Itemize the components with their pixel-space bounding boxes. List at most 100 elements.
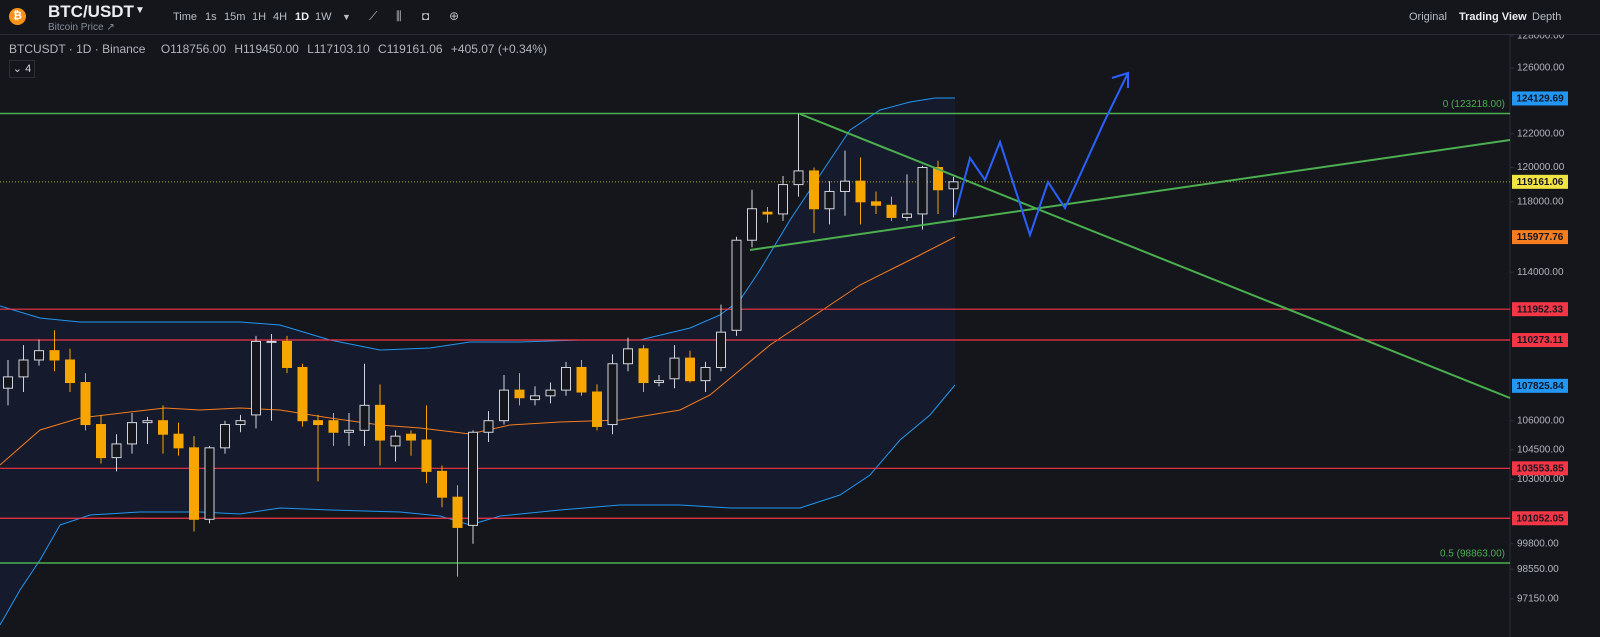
- candle-body: [421, 439, 432, 472]
- candle-body: [158, 420, 168, 435]
- y-tick-label: 128000.00: [1517, 30, 1565, 41]
- timeframe[interactable]: 1H: [252, 11, 267, 23]
- candle-body: [266, 340, 277, 343]
- bollinger-middle: [0, 236, 956, 466]
- screenshot-icon[interactable]: ◘: [422, 9, 430, 23]
- timeframe[interactable]: 1s: [205, 11, 217, 23]
- y-tick-label: 97150.00: [1517, 593, 1559, 604]
- price-label-box: [1512, 333, 1568, 348]
- candle-body: [685, 357, 695, 382]
- view-tab[interactable]: Trading View: [1459, 11, 1527, 23]
- candle-body: [127, 422, 137, 445]
- price-label-box: [1512, 302, 1568, 317]
- projection-arrowhead: [1111, 71, 1129, 88]
- candle-body: [375, 404, 385, 441]
- candle-body: [576, 366, 587, 393]
- price-label-box: [1512, 511, 1568, 526]
- candle-body: [251, 340, 261, 416]
- candle-body: [3, 376, 13, 389]
- view-tab[interactable]: Depth: [1532, 11, 1562, 23]
- candle-body: [344, 429, 354, 433]
- candle-body: [669, 357, 680, 380]
- timeframe[interactable]: 1D: [295, 11, 310, 23]
- candle-body: [840, 180, 850, 192]
- price-label: 107825.84: [1516, 381, 1564, 392]
- price-label: 110273.11: [1517, 335, 1564, 346]
- y-tick-label: 120000.00: [1517, 162, 1565, 173]
- trendline-up: [749, 139, 1511, 251]
- price-label: 115977.76: [1517, 232, 1564, 243]
- candle-body: [437, 470, 447, 498]
- candle-body: [948, 181, 959, 190]
- symbol-caret[interactable]: ▼: [135, 5, 145, 16]
- instrument: BTCUSDT · 1D · Binance: [9, 42, 146, 56]
- candle-body: [514, 389, 525, 399]
- candle-body: [933, 167, 943, 191]
- timeframe[interactable]: 4H: [273, 11, 288, 23]
- y-tick-label: 104500.00: [1517, 444, 1565, 455]
- candle-body: [65, 359, 75, 384]
- candle-body: [607, 363, 618, 426]
- indicator-count: 4: [25, 63, 32, 75]
- high: H119450.00: [234, 42, 299, 56]
- open: O118756.00: [160, 42, 226, 56]
- symbol[interactable]: BTC/USDT: [48, 2, 134, 21]
- close: C119161.06: [378, 42, 443, 56]
- candle-body: [809, 170, 819, 210]
- candle-body: [204, 447, 215, 520]
- candle-body: [902, 213, 912, 218]
- candle-body: [716, 331, 726, 368]
- y-tick-label: 99800.00: [1517, 538, 1559, 549]
- candle-body: [855, 180, 866, 203]
- timeframe[interactable]: Time: [173, 11, 198, 23]
- candle-body: [623, 348, 633, 365]
- price-label: 103553.85: [1516, 463, 1564, 474]
- candle-body: [34, 350, 44, 361]
- candle-body: [390, 435, 401, 447]
- candle-body: [313, 420, 323, 426]
- candle-body: [747, 208, 757, 241]
- price-label: 124129.69: [1516, 94, 1564, 105]
- toolbar: ₿ BTC/USDT ▼ Bitcoin Price ↗ Time 1s 15m 1H…: [0, 0, 1600, 35]
- price-label: 101052.05: [1516, 513, 1564, 524]
- y-tick-label: 103000.00: [1517, 474, 1565, 485]
- bollinger-fill: [0, 98, 955, 625]
- y-tick-label: 114000.00: [1517, 267, 1564, 278]
- view-tab[interactable]: Original: [1409, 11, 1447, 23]
- candle-body: [592, 391, 602, 427]
- candle-body: [96, 424, 106, 459]
- symbol-subtitle[interactable]: Bitcoin Price ↗: [48, 22, 115, 33]
- candle-body: [778, 184, 788, 215]
- candle-body: [282, 340, 292, 368]
- indicator-toggle[interactable]: ⌄ 4: [9, 60, 35, 78]
- timeframe[interactable]: 1W: [315, 11, 332, 23]
- chart-type-icon[interactable]: ⫼: [396, 9, 402, 23]
- candle-body: [297, 366, 308, 422]
- change: +405.07 (+0.34%): [450, 42, 547, 56]
- low: L117103.10: [307, 42, 370, 56]
- candle-body: [189, 447, 199, 520]
- candle-body: [762, 211, 773, 215]
- candle-body: [142, 420, 153, 424]
- timeframe[interactable]: 15m: [224, 11, 246, 23]
- price-label-box: [1512, 174, 1568, 189]
- y-tick-label: 106000.00: [1517, 415, 1565, 426]
- y-tick-label: 126000.00: [1517, 63, 1565, 74]
- candle-body: [561, 366, 571, 391]
- candle-body: [328, 420, 339, 433]
- more-timeframes[interactable]: ▼: [342, 12, 351, 22]
- trendline-down: [799, 113, 1511, 399]
- candle-body: [824, 190, 835, 210]
- candle-body: [886, 204, 897, 218]
- fib-label: 0.5 (98863.00): [1440, 549, 1505, 560]
- fib-label: 0 (123218.00): [1443, 99, 1505, 110]
- indicator-icon[interactable]: ⟋: [369, 9, 378, 23]
- y-tick-label: 118000.00: [1517, 196, 1564, 207]
- price-label-box: [1512, 461, 1568, 476]
- candle-body: [530, 395, 540, 401]
- candle-body: [917, 167, 928, 215]
- add-icon[interactable]: ⊕: [449, 9, 460, 23]
- price-label: 111952.33: [1517, 304, 1564, 315]
